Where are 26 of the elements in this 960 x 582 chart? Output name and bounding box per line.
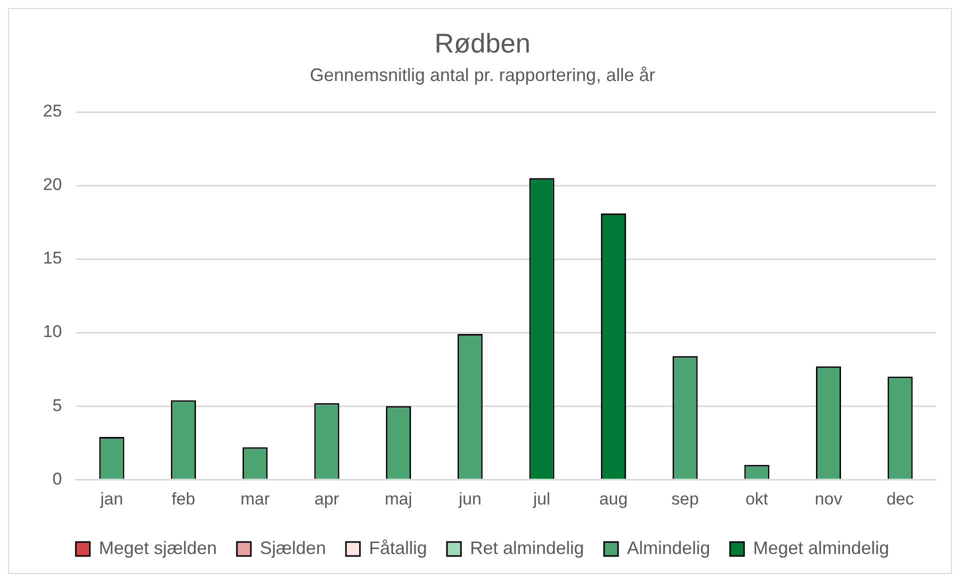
x-tick-label: okt xyxy=(745,489,768,508)
y-tick-label: 20 xyxy=(42,175,62,194)
legend-label: Sjælden xyxy=(260,538,326,558)
x-tick-label: apr xyxy=(314,489,340,508)
x-tick-label: nov xyxy=(814,489,843,508)
x-tick-label: sep xyxy=(671,489,699,508)
x-tick-label: feb xyxy=(172,489,196,508)
chart-title: Rødben xyxy=(434,28,531,59)
legend-label: Fåtallig xyxy=(368,538,427,558)
x-tick-label: jul xyxy=(532,489,550,508)
x-tick-label: dec xyxy=(886,489,914,508)
legend-label: Meget sjælden xyxy=(98,538,217,558)
y-tick-label: 15 xyxy=(42,248,62,268)
x-tick-label: maj xyxy=(384,489,412,508)
chart-subtitle: Gennemsnitlig antal pr. rapportering, alle år xyxy=(310,65,656,86)
legend-label: Meget almindelig xyxy=(753,538,890,558)
legend-label: Ret almindelig xyxy=(470,538,584,558)
y-tick-label: 10 xyxy=(42,322,62,342)
x-tick-label: aug xyxy=(599,489,628,508)
x-tick-label: jun xyxy=(458,489,482,508)
y-tick-label: 5 xyxy=(52,396,62,415)
x-tick-label: mar xyxy=(240,489,270,508)
y-tick-label: 0 xyxy=(52,469,62,488)
legend-label: Almindelig xyxy=(627,538,710,558)
x-tick-label: jan xyxy=(99,489,124,508)
y-tick-label: 25 xyxy=(42,102,62,121)
